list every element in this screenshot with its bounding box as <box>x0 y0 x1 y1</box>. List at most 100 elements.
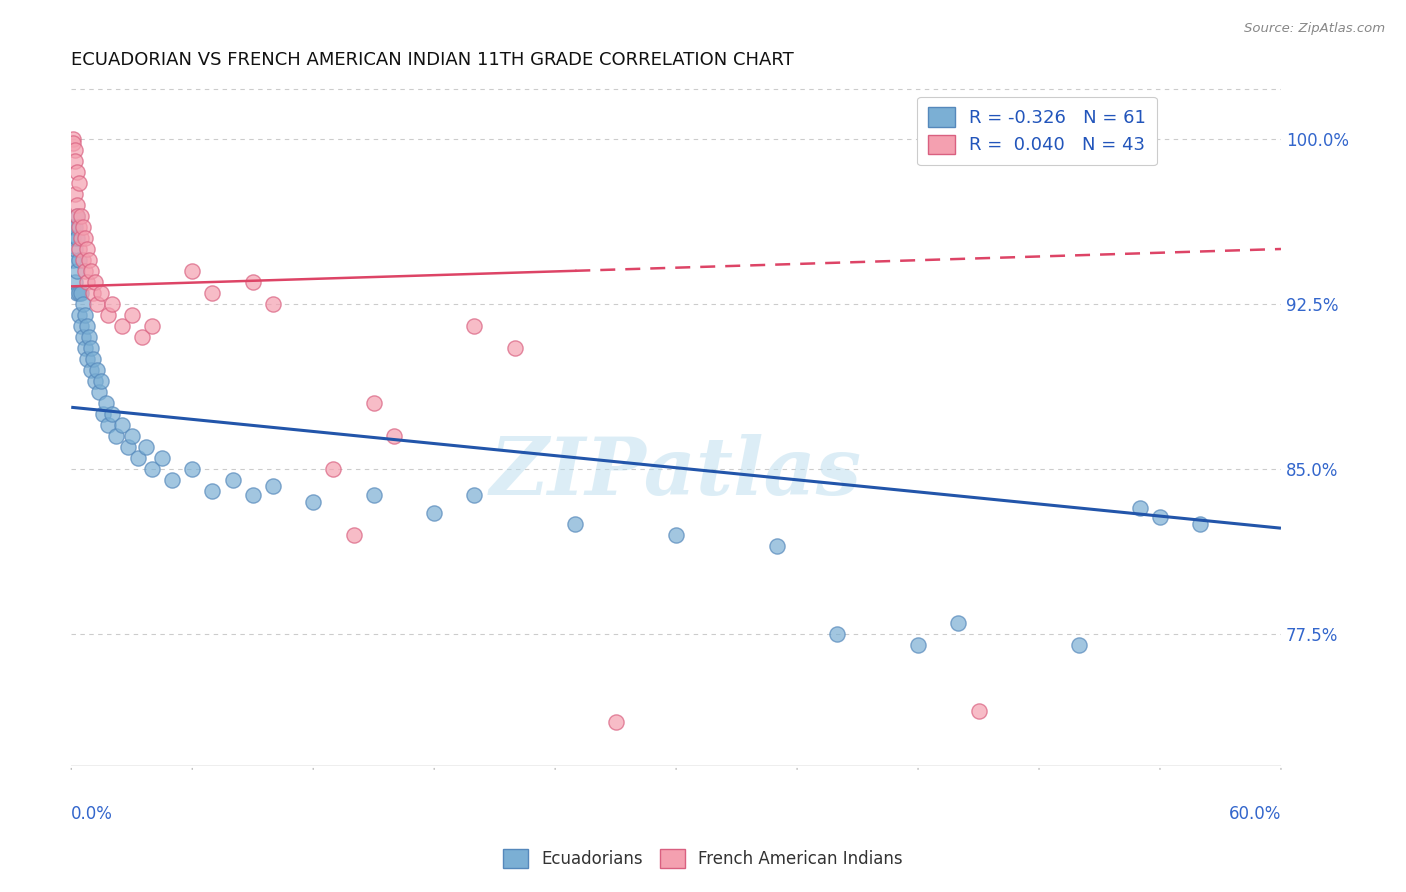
Point <box>62 252 84 267</box>
Point <box>111 417 134 432</box>
Point <box>80 341 103 355</box>
Point <box>66 209 89 223</box>
Point <box>363 488 385 502</box>
Point <box>70 231 93 245</box>
Point <box>181 264 204 278</box>
Point <box>907 638 929 652</box>
Point <box>100 297 122 311</box>
Legend: R = -0.326   N = 61, R =  0.040   N = 43: R = -0.326 N = 61, R = 0.040 N = 43 <box>917 96 1157 165</box>
Point <box>67 176 90 190</box>
Point <box>322 462 344 476</box>
Point <box>65 187 87 202</box>
Point <box>564 516 586 531</box>
Legend: Ecuadorians, French American Indians: Ecuadorians, French American Indians <box>496 843 910 875</box>
Point <box>76 242 98 256</box>
Point <box>96 308 118 322</box>
Point <box>262 479 284 493</box>
Point <box>100 407 122 421</box>
Point <box>766 539 789 553</box>
Point <box>181 462 204 476</box>
Point <box>382 429 405 443</box>
Point <box>423 506 446 520</box>
Text: Source: ZipAtlas.com: Source: ZipAtlas.com <box>1244 22 1385 36</box>
Point <box>342 528 364 542</box>
Point <box>66 209 89 223</box>
Point <box>96 417 118 432</box>
Point <box>72 297 94 311</box>
Point <box>65 154 87 169</box>
Point <box>72 252 94 267</box>
Point <box>463 318 485 333</box>
Point <box>201 285 224 300</box>
Point <box>1129 501 1152 516</box>
Point <box>131 330 153 344</box>
Point <box>67 252 90 267</box>
Point <box>135 440 157 454</box>
Point <box>665 528 688 542</box>
Point <box>141 318 163 333</box>
Point <box>463 488 485 502</box>
Point <box>75 341 97 355</box>
Point <box>1149 510 1171 524</box>
Point <box>82 285 104 300</box>
Point <box>84 275 107 289</box>
Point <box>76 275 98 289</box>
Point <box>62 231 84 245</box>
Point <box>127 450 149 465</box>
Point <box>66 231 89 245</box>
Point <box>93 407 115 421</box>
Point <box>121 308 143 322</box>
Point <box>65 275 87 289</box>
Point <box>66 165 89 179</box>
Point <box>605 714 627 729</box>
Point <box>67 220 90 235</box>
Point <box>242 488 264 502</box>
Point <box>76 318 98 333</box>
Point <box>72 220 94 235</box>
Point <box>221 473 243 487</box>
Point <box>86 363 108 377</box>
Point <box>82 351 104 366</box>
Text: 60.0%: 60.0% <box>1229 805 1281 823</box>
Point <box>75 308 97 322</box>
Point <box>67 308 90 322</box>
Point <box>89 384 111 399</box>
Point <box>201 483 224 498</box>
Point <box>90 285 112 300</box>
Point <box>1069 638 1091 652</box>
Point <box>79 330 101 344</box>
Point <box>111 318 134 333</box>
Point <box>121 429 143 443</box>
Point <box>76 351 98 366</box>
Point <box>262 297 284 311</box>
Point <box>67 285 90 300</box>
Text: 0.0%: 0.0% <box>72 805 112 823</box>
Point <box>242 275 264 289</box>
Point <box>65 242 87 256</box>
Point <box>70 318 93 333</box>
Point <box>72 330 94 344</box>
Point <box>80 264 103 278</box>
Point <box>75 264 97 278</box>
Point <box>302 495 325 509</box>
Point <box>66 198 89 212</box>
Point <box>65 220 87 235</box>
Text: ZIPatlas: ZIPatlas <box>491 434 862 511</box>
Point <box>62 136 84 151</box>
Point <box>65 143 87 157</box>
Point <box>150 450 173 465</box>
Point <box>70 209 93 223</box>
Point <box>75 231 97 245</box>
Point <box>62 132 84 146</box>
Point <box>160 473 183 487</box>
Point <box>62 220 84 235</box>
Point <box>1189 516 1212 531</box>
Point <box>66 285 89 300</box>
Point <box>94 396 117 410</box>
Point <box>84 374 107 388</box>
Point <box>90 374 112 388</box>
Point <box>117 440 139 454</box>
Point <box>967 704 990 718</box>
Point <box>104 429 127 443</box>
Point <box>827 626 849 640</box>
